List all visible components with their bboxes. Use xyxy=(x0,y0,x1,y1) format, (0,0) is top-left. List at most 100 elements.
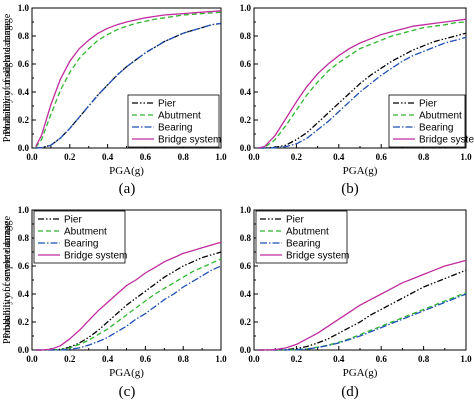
x-axis-label: PGA(g) xyxy=(109,367,144,379)
legend-entry: Abutment xyxy=(286,227,329,238)
x-tick-label: 0.0 xyxy=(248,152,260,162)
y-tick-label: 0.4 xyxy=(18,289,30,299)
panel-b: (b) 0.0 0.2 0.4 0.6 0.8 1.0 0.0 0.2 0.4 0.6 0.8 1.0… xyxy=(2,3,474,197)
x-tick-label: 1.0 xyxy=(460,152,472,162)
x-tick-label: 0.2 xyxy=(64,152,76,162)
y-tick-label: 0.2 xyxy=(18,317,30,327)
series-line-pier xyxy=(258,269,467,351)
y-axis-label: Probability of severe damage xyxy=(2,221,13,338)
series-line-bearing xyxy=(258,293,467,351)
y-axis-label: Probability of moderate damage xyxy=(2,13,13,142)
series-line-bearing xyxy=(258,36,467,149)
x-tick-label: 0.2 xyxy=(291,354,303,364)
y-tick-label: 0.2 xyxy=(18,115,30,125)
x-tick-label: 1.0 xyxy=(215,152,227,162)
legend-entry: Bearing xyxy=(286,239,320,250)
y-tick-label: 0.0 xyxy=(240,345,252,355)
legend-entry: Bearing xyxy=(419,123,453,134)
legend-entry: Pier xyxy=(158,99,176,110)
y-tick-label: 0.6 xyxy=(18,59,30,69)
x-tick-label: 0.4 xyxy=(102,152,114,162)
legend-entry: Pier xyxy=(64,215,82,226)
panel-d: (d) 0.0 0.2 0.4 0.6 0.8 1.0 0.0 0.2 0.4 0.6 0.8 1.0… xyxy=(2,205,472,400)
legend-entry: Bridge system xyxy=(64,251,127,262)
y-axis-label: Probability of slight damage xyxy=(2,21,13,135)
panel-label-a: (a) xyxy=(119,181,136,197)
panel-label-b: (b) xyxy=(341,181,359,197)
x-tick-label: 0.4 xyxy=(333,354,345,364)
y-tick-label: 0.0 xyxy=(18,143,30,153)
panel-label-d: (d) xyxy=(341,384,359,400)
series-line-abutment xyxy=(35,258,222,351)
x-tick-label: 0.6 xyxy=(140,152,152,162)
x-tick-label: 0.6 xyxy=(140,354,152,364)
series-line-abutment xyxy=(258,291,467,351)
x-tick-label: 0.2 xyxy=(291,152,303,162)
x-tick-label: 0.6 xyxy=(376,354,388,364)
y-tick-label: 0.4 xyxy=(240,87,252,97)
y-tick-label: 1.0 xyxy=(240,3,252,13)
legend-entry: Pier xyxy=(286,215,304,226)
y-tick-label: 0.4 xyxy=(18,87,30,97)
x-tick-label: 1.0 xyxy=(215,354,227,364)
y-tick-label: 0.2 xyxy=(240,317,252,327)
panel-label-c: (c) xyxy=(119,384,136,400)
legend-entry: Bridge system xyxy=(419,135,474,146)
y-axis-label: Probability of complete damage xyxy=(2,215,13,344)
y-tick-label: 0.6 xyxy=(240,261,252,271)
y-tick-label: 0.6 xyxy=(240,59,252,69)
legend-box xyxy=(33,210,126,264)
series-line-bridge-system xyxy=(35,241,222,351)
panel-a: (a) 0.0 0.2 0.4 0.6 0.8 1.0 0.0 0.2 0.4 0.6 0.8 1.0… xyxy=(2,3,227,197)
y-tick-label: 0.0 xyxy=(18,345,30,355)
x-tick-label: 0.6 xyxy=(376,152,388,162)
x-tick-label: 0.0 xyxy=(26,354,38,364)
x-tick-label: 0.8 xyxy=(418,354,430,364)
y-tick-label: 0.8 xyxy=(18,31,30,41)
series-line-bearing xyxy=(35,22,222,149)
x-tick-label: 0.4 xyxy=(333,152,345,162)
legend-entry: Bridge system xyxy=(158,135,221,146)
series-line-pier xyxy=(258,32,467,149)
series-line-abutment xyxy=(35,11,222,148)
series-line-bearing xyxy=(35,265,222,351)
y-tick-label: 0.0 xyxy=(240,143,252,153)
x-axis-label: PGA(g) xyxy=(343,367,378,379)
y-tick-label: 1.0 xyxy=(18,3,30,13)
series-line-abutment xyxy=(258,21,467,149)
y-tick-label: 0.4 xyxy=(240,289,252,299)
x-tick-label: 0.4 xyxy=(102,354,114,364)
y-tick-label: 1.0 xyxy=(240,205,252,215)
x-tick-label: 0.8 xyxy=(418,152,430,162)
legend-entry: Abutment xyxy=(64,227,107,238)
y-tick-label: 0.6 xyxy=(18,261,30,271)
y-tick-label: 0.8 xyxy=(18,233,30,243)
legend-entry: Abutment xyxy=(158,111,201,122)
x-tick-label: 0.0 xyxy=(248,354,260,364)
y-tick-label: 1.0 xyxy=(18,205,30,215)
legend-entry: Bearing xyxy=(64,239,98,250)
legend-entry: Bridge system xyxy=(286,251,349,262)
x-axis-label: PGA(g) xyxy=(109,165,144,177)
x-tick-label: 0.8 xyxy=(178,354,190,364)
x-tick-label: 0.0 xyxy=(26,152,38,162)
x-tick-label: 0.8 xyxy=(178,152,190,162)
y-tick-label: 0.8 xyxy=(240,31,252,41)
y-tick-label: 0.2 xyxy=(240,115,252,125)
y-tick-label: 0.8 xyxy=(240,233,252,243)
legend-entry: Pier xyxy=(419,99,437,110)
legend-entry: Bearing xyxy=(158,123,192,134)
x-tick-label: 0.2 xyxy=(64,354,76,364)
series-line-bridge-system xyxy=(258,259,467,351)
legend-box xyxy=(388,94,466,148)
x-tick-label: 1.0 xyxy=(460,354,472,364)
panel-c: (c) 0.0 0.2 0.4 0.6 0.8 1.0 0.0 0.2 0.4 0.6 0.8 1.0… xyxy=(2,205,227,400)
legend-box xyxy=(127,94,220,148)
series-line-bridge-system xyxy=(258,18,467,149)
x-axis-label: PGA(g) xyxy=(343,165,378,177)
legend-entry: Abutment xyxy=(419,111,462,122)
series-line-bridge-system xyxy=(35,10,222,147)
legend-box xyxy=(255,210,348,264)
series-line-pier xyxy=(35,251,222,351)
